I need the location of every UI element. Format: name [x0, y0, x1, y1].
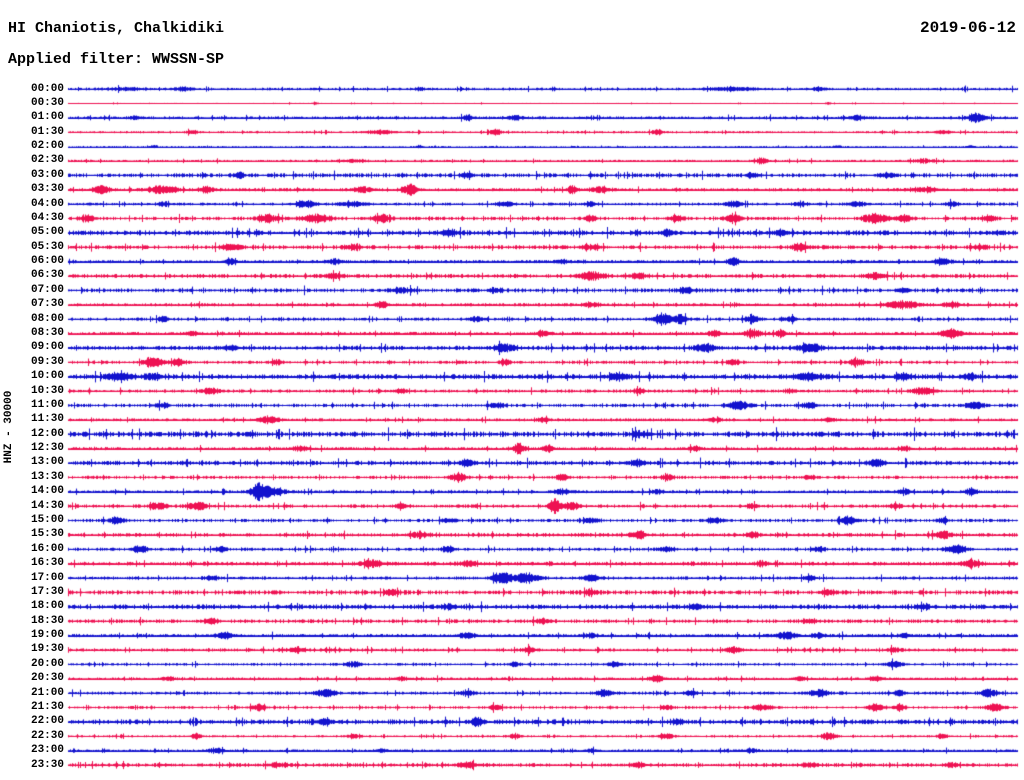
helicorder-page: { "header": { "station_title": "HI Chani… — [0, 0, 1024, 780]
helicorder-canvas — [0, 0, 1024, 780]
